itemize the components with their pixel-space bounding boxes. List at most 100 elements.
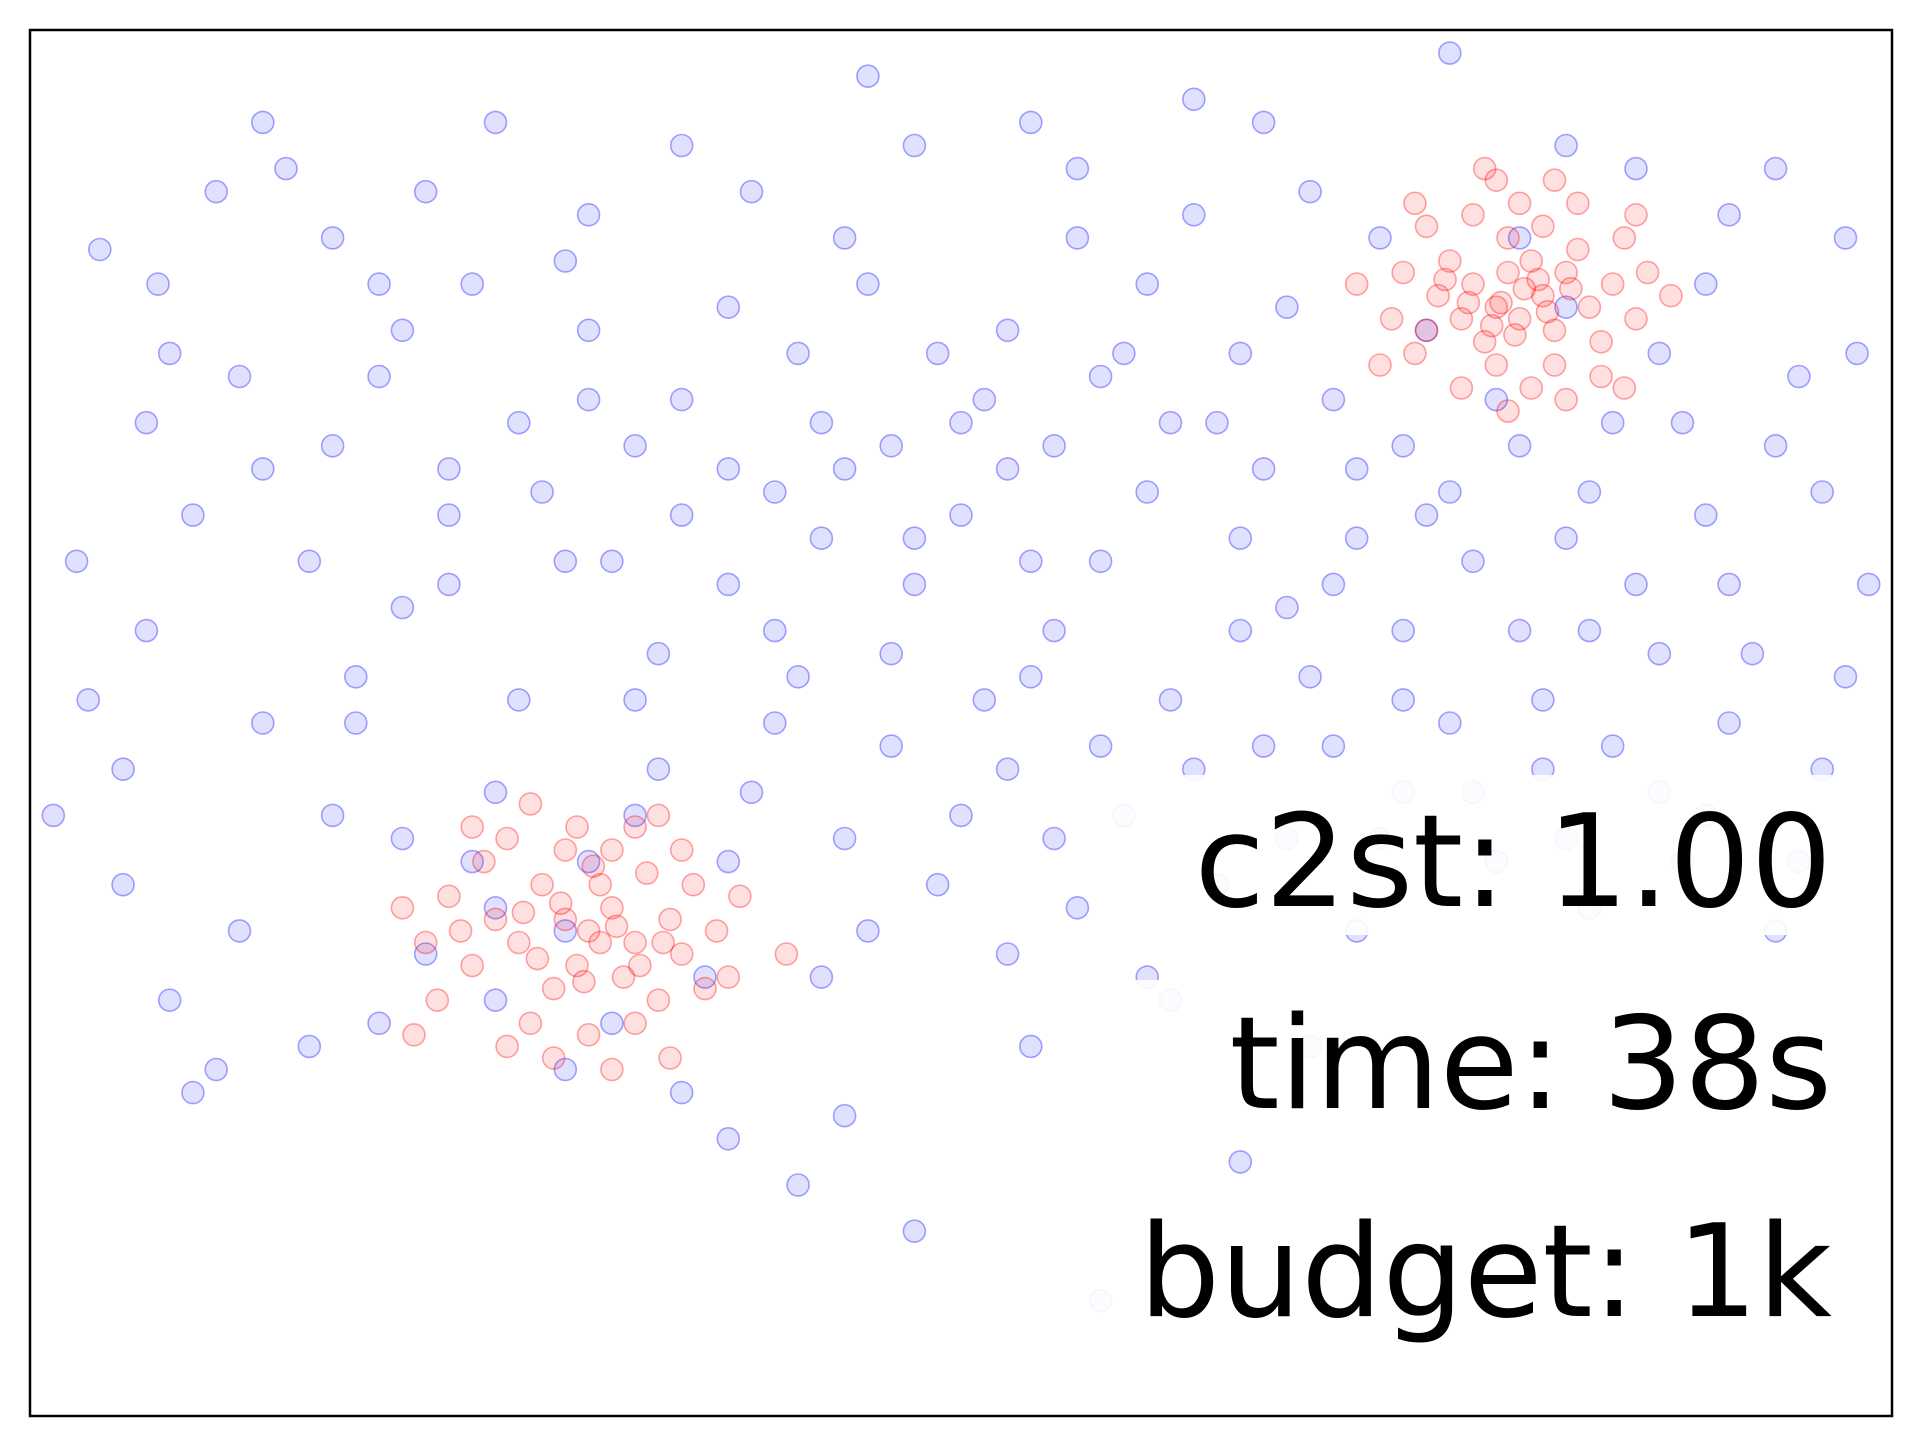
posterior-point-79 [1403, 341, 1427, 366]
posterior-point-3 [623, 930, 647, 955]
posterior-point-85 [1635, 260, 1660, 285]
posterior-point-84 [1414, 214, 1439, 239]
reference-point-148 [1088, 734, 1113, 758]
reference-point-157 [1019, 549, 1043, 574]
annotation-time: time: 38s [1229, 990, 1832, 1139]
reference-point-141 [134, 618, 159, 643]
reference-point-189 [1647, 641, 1672, 666]
posterior-point-5 [506, 930, 531, 955]
reference-point-33 [1833, 226, 1858, 250]
reference-point-90 [1694, 503, 1718, 527]
reference-point-86 [1228, 526, 1253, 551]
reference-point-138 [437, 572, 461, 597]
reference-point-123 [1251, 110, 1276, 135]
reference-point-44 [1228, 618, 1253, 643]
annotation-budget: budget: 1k [1139, 1198, 1832, 1347]
reference-point-120 [669, 133, 694, 158]
reference-point-68 [1845, 341, 1869, 366]
posterior-point-45 [511, 900, 536, 925]
reference-point-88 [1461, 549, 1485, 574]
reference-point-177 [856, 919, 880, 943]
posterior-point-47 [651, 930, 675, 955]
posterior-point-24 [437, 884, 461, 909]
posterior-point-82 [1449, 376, 1474, 400]
reference-point-75 [856, 272, 880, 296]
reference-point-67 [1856, 572, 1881, 597]
posterior-point-2 [600, 895, 624, 920]
posterior-point-49 [402, 1023, 426, 1047]
posterior-point-77 [1612, 226, 1637, 250]
posterior-point-25 [704, 919, 729, 943]
posterior-point-38 [728, 884, 752, 909]
reference-point-7 [343, 664, 368, 689]
posterior-point-27 [425, 988, 450, 1013]
posterior-point-58 [1461, 272, 1485, 296]
posterior-point-32 [413, 930, 438, 955]
reference-point-28 [1158, 410, 1183, 435]
reference-point-84 [949, 503, 973, 527]
reference-point-208 [1391, 688, 1415, 712]
posterior-point-20 [681, 872, 706, 897]
reference-point-32 [1763, 433, 1788, 458]
reference-point-92 [506, 688, 531, 712]
reference-point-194 [1182, 203, 1206, 227]
posterior-point-11 [634, 861, 659, 885]
posterior-point-42 [572, 969, 596, 994]
reference-point-190 [1717, 711, 1741, 735]
posterior-point-37 [390, 895, 415, 920]
reference-point-48 [646, 641, 671, 666]
posterior-point-65 [1426, 283, 1450, 308]
reference-point-173 [1275, 595, 1299, 620]
reference-point-6 [146, 272, 170, 296]
posterior-point-16 [460, 953, 485, 978]
posterior-point-35 [600, 1057, 624, 1082]
reference-point-11 [832, 1103, 857, 1128]
reference-point-184 [483, 988, 508, 1013]
reference-point-69 [1694, 272, 1718, 296]
posterior-point-104 [1403, 191, 1427, 216]
reference-point-82 [669, 503, 694, 527]
reference-point-130 [1507, 618, 1532, 643]
reference-point-199 [297, 549, 322, 574]
reference-point-203 [949, 410, 973, 435]
reference-point-158 [1135, 480, 1159, 504]
reference-point-128 [1717, 572, 1741, 597]
reference-point-74 [995, 318, 1020, 343]
reference-point-45 [1042, 618, 1066, 643]
posterior-point-33 [716, 965, 741, 989]
posterior-point-90 [1489, 290, 1513, 315]
posterior-point-87 [1542, 168, 1567, 192]
reference-point-34 [1717, 203, 1741, 227]
reference-point-122 [1019, 110, 1043, 135]
reference-point-162 [1600, 410, 1625, 435]
posterior-point-96 [1456, 290, 1481, 315]
reference-point-43 [1391, 618, 1415, 643]
reference-point-101 [297, 1034, 322, 1059]
reference-point-178 [995, 942, 1020, 966]
reference-point-193 [1065, 226, 1090, 250]
reference-point-49 [553, 549, 578, 574]
posterior-point-99 [1659, 283, 1683, 308]
reference-point-100 [413, 942, 438, 966]
reference-point-195 [1298, 179, 1322, 204]
posterior-point-48 [448, 919, 473, 943]
reference-point-136 [669, 387, 694, 412]
posterior-point-53 [646, 803, 671, 828]
posterior-point-61 [1472, 329, 1497, 354]
reference-point-112 [1205, 410, 1229, 435]
posterior-point-41 [604, 914, 629, 939]
posterior-point-93 [1479, 313, 1504, 338]
posterior-point-95 [1526, 267, 1550, 292]
reference-point-176 [623, 803, 647, 828]
posterior-point-44 [627, 953, 652, 978]
reference-point-47 [762, 618, 787, 643]
reference-point-73 [1135, 272, 1159, 296]
posterior-point-78 [1391, 260, 1415, 285]
posterior-point-71 [1414, 318, 1439, 343]
reference-point-97 [1158, 688, 1183, 712]
posterior-point-83 [1566, 191, 1590, 216]
reference-point-23 [576, 203, 601, 227]
posterior-point-68 [1566, 237, 1590, 262]
reference-point-160 [1391, 433, 1415, 458]
reference-point-124 [1507, 226, 1532, 250]
